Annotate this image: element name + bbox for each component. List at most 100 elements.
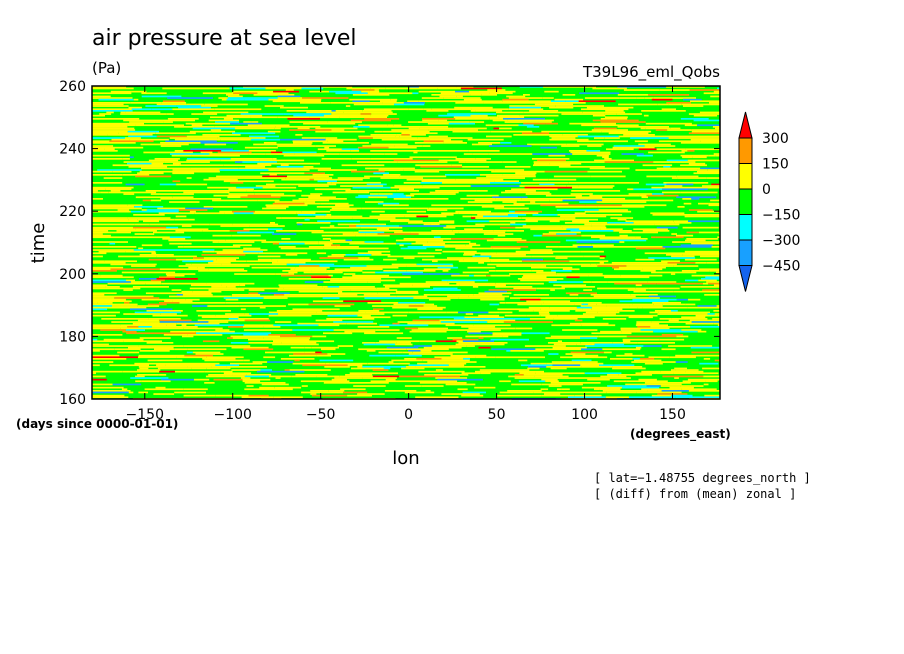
heatmap-cell [382,204,409,207]
heatmap-cell [357,146,389,149]
heatmap-cell [297,223,303,226]
heatmap-cell [380,100,397,103]
heatmap-cell [99,113,112,115]
heatmap-cell [671,177,678,179]
heatmap-cell [430,223,440,226]
heatmap-cell [458,212,491,215]
heatmap-cell [422,118,456,120]
heatmap-cell [425,182,442,184]
heatmap-cell [92,190,98,192]
heatmap-cell [626,265,674,267]
heatmap-cell [174,138,220,141]
heatmap-cell [304,351,316,354]
heatmap-cell [392,314,408,317]
heatmap-cell [642,306,688,309]
heatmap-cell [637,326,651,328]
heatmap-cell [213,345,251,347]
heatmap-cell [460,87,502,90]
heatmap-cell [135,375,145,378]
heatmap-cell [335,204,354,207]
heatmap-cell [531,255,556,258]
heatmap-cell [586,106,634,109]
heatmap-cell [418,100,458,103]
heatmap-cell [376,287,390,290]
heatmap-cell [523,94,530,96]
heatmap-cell [263,142,277,144]
heatmap-cell [268,98,276,101]
heatmap-cell [444,246,473,248]
heatmap-cell [635,346,642,349]
heatmap-cell [617,86,667,88]
heatmap-cell [707,214,720,216]
heatmap-cell [681,150,688,152]
heatmap-cell [401,132,438,135]
heatmap-cell [321,86,353,88]
heatmap-cell [480,254,526,256]
heatmap-cell [323,382,373,384]
heatmap-cell [96,286,106,288]
heatmap-cell [502,161,517,163]
heatmap-cell [443,121,470,123]
heatmap-cell [661,390,689,392]
x-tick-label: −100 [214,407,252,423]
heatmap-cell [428,129,478,131]
heatmap-cell [521,332,550,335]
heatmap-cell [587,145,602,147]
heatmap-cell [479,174,503,176]
heatmap-cell [555,105,604,107]
heatmap-cell [550,382,601,384]
heatmap-cell [569,122,616,125]
heatmap-cell [644,145,650,147]
heatmap-cell [129,121,164,123]
heatmap-cell [176,183,208,186]
heatmap-cell [508,108,544,111]
heatmap-cell [442,270,449,272]
heatmap-cell [194,324,245,327]
heatmap-cell [435,340,457,343]
heatmap-cell [412,92,419,95]
heatmap-cell [330,102,378,104]
heatmap-cell [375,271,423,274]
heatmap-cell [593,295,636,298]
heatmap-cell [408,350,421,352]
x-units-label: (degrees_east) [630,427,731,442]
heatmap-cell [682,198,692,200]
heatmap-cell [167,118,199,120]
heatmap-cell [605,396,629,399]
heatmap-cell [278,246,296,248]
heatmap-cell [281,86,322,88]
heatmap-cell [705,276,720,279]
heatmap-cell [237,231,275,234]
heatmap-cell [629,396,676,399]
heatmap-cell [687,306,720,309]
heatmap-cell [347,394,372,397]
heatmap-cell [174,150,184,152]
heatmap-cell [557,340,562,343]
heatmap-cell [645,127,671,130]
heatmap-cell [125,111,161,114]
heatmap-cell [336,391,344,394]
heatmap-cell [483,102,527,104]
heatmap-cell [159,183,177,186]
heatmap-cell [668,345,713,347]
heatmap-cell [604,276,650,279]
heatmap-cell [614,268,643,271]
heatmap-cell [483,266,496,269]
heatmap-cell [717,314,720,317]
heatmap-cell [276,230,324,232]
heatmap-cell [296,212,316,215]
heatmap-cell [467,201,493,203]
heatmap-cell [360,142,369,144]
heatmap-cell [427,241,471,243]
heatmap-cell [524,186,572,189]
heatmap-cell [399,175,447,178]
heatmap-cell [345,247,389,250]
heatmap-cell [596,263,634,266]
heatmap-cell [215,126,248,128]
heatmap-cell [183,150,222,152]
heatmap-cell [92,354,120,357]
heatmap-cell [314,178,363,181]
heatmap-cell [646,194,679,197]
heatmap-cell [416,358,442,360]
heatmap-cell [181,324,187,327]
